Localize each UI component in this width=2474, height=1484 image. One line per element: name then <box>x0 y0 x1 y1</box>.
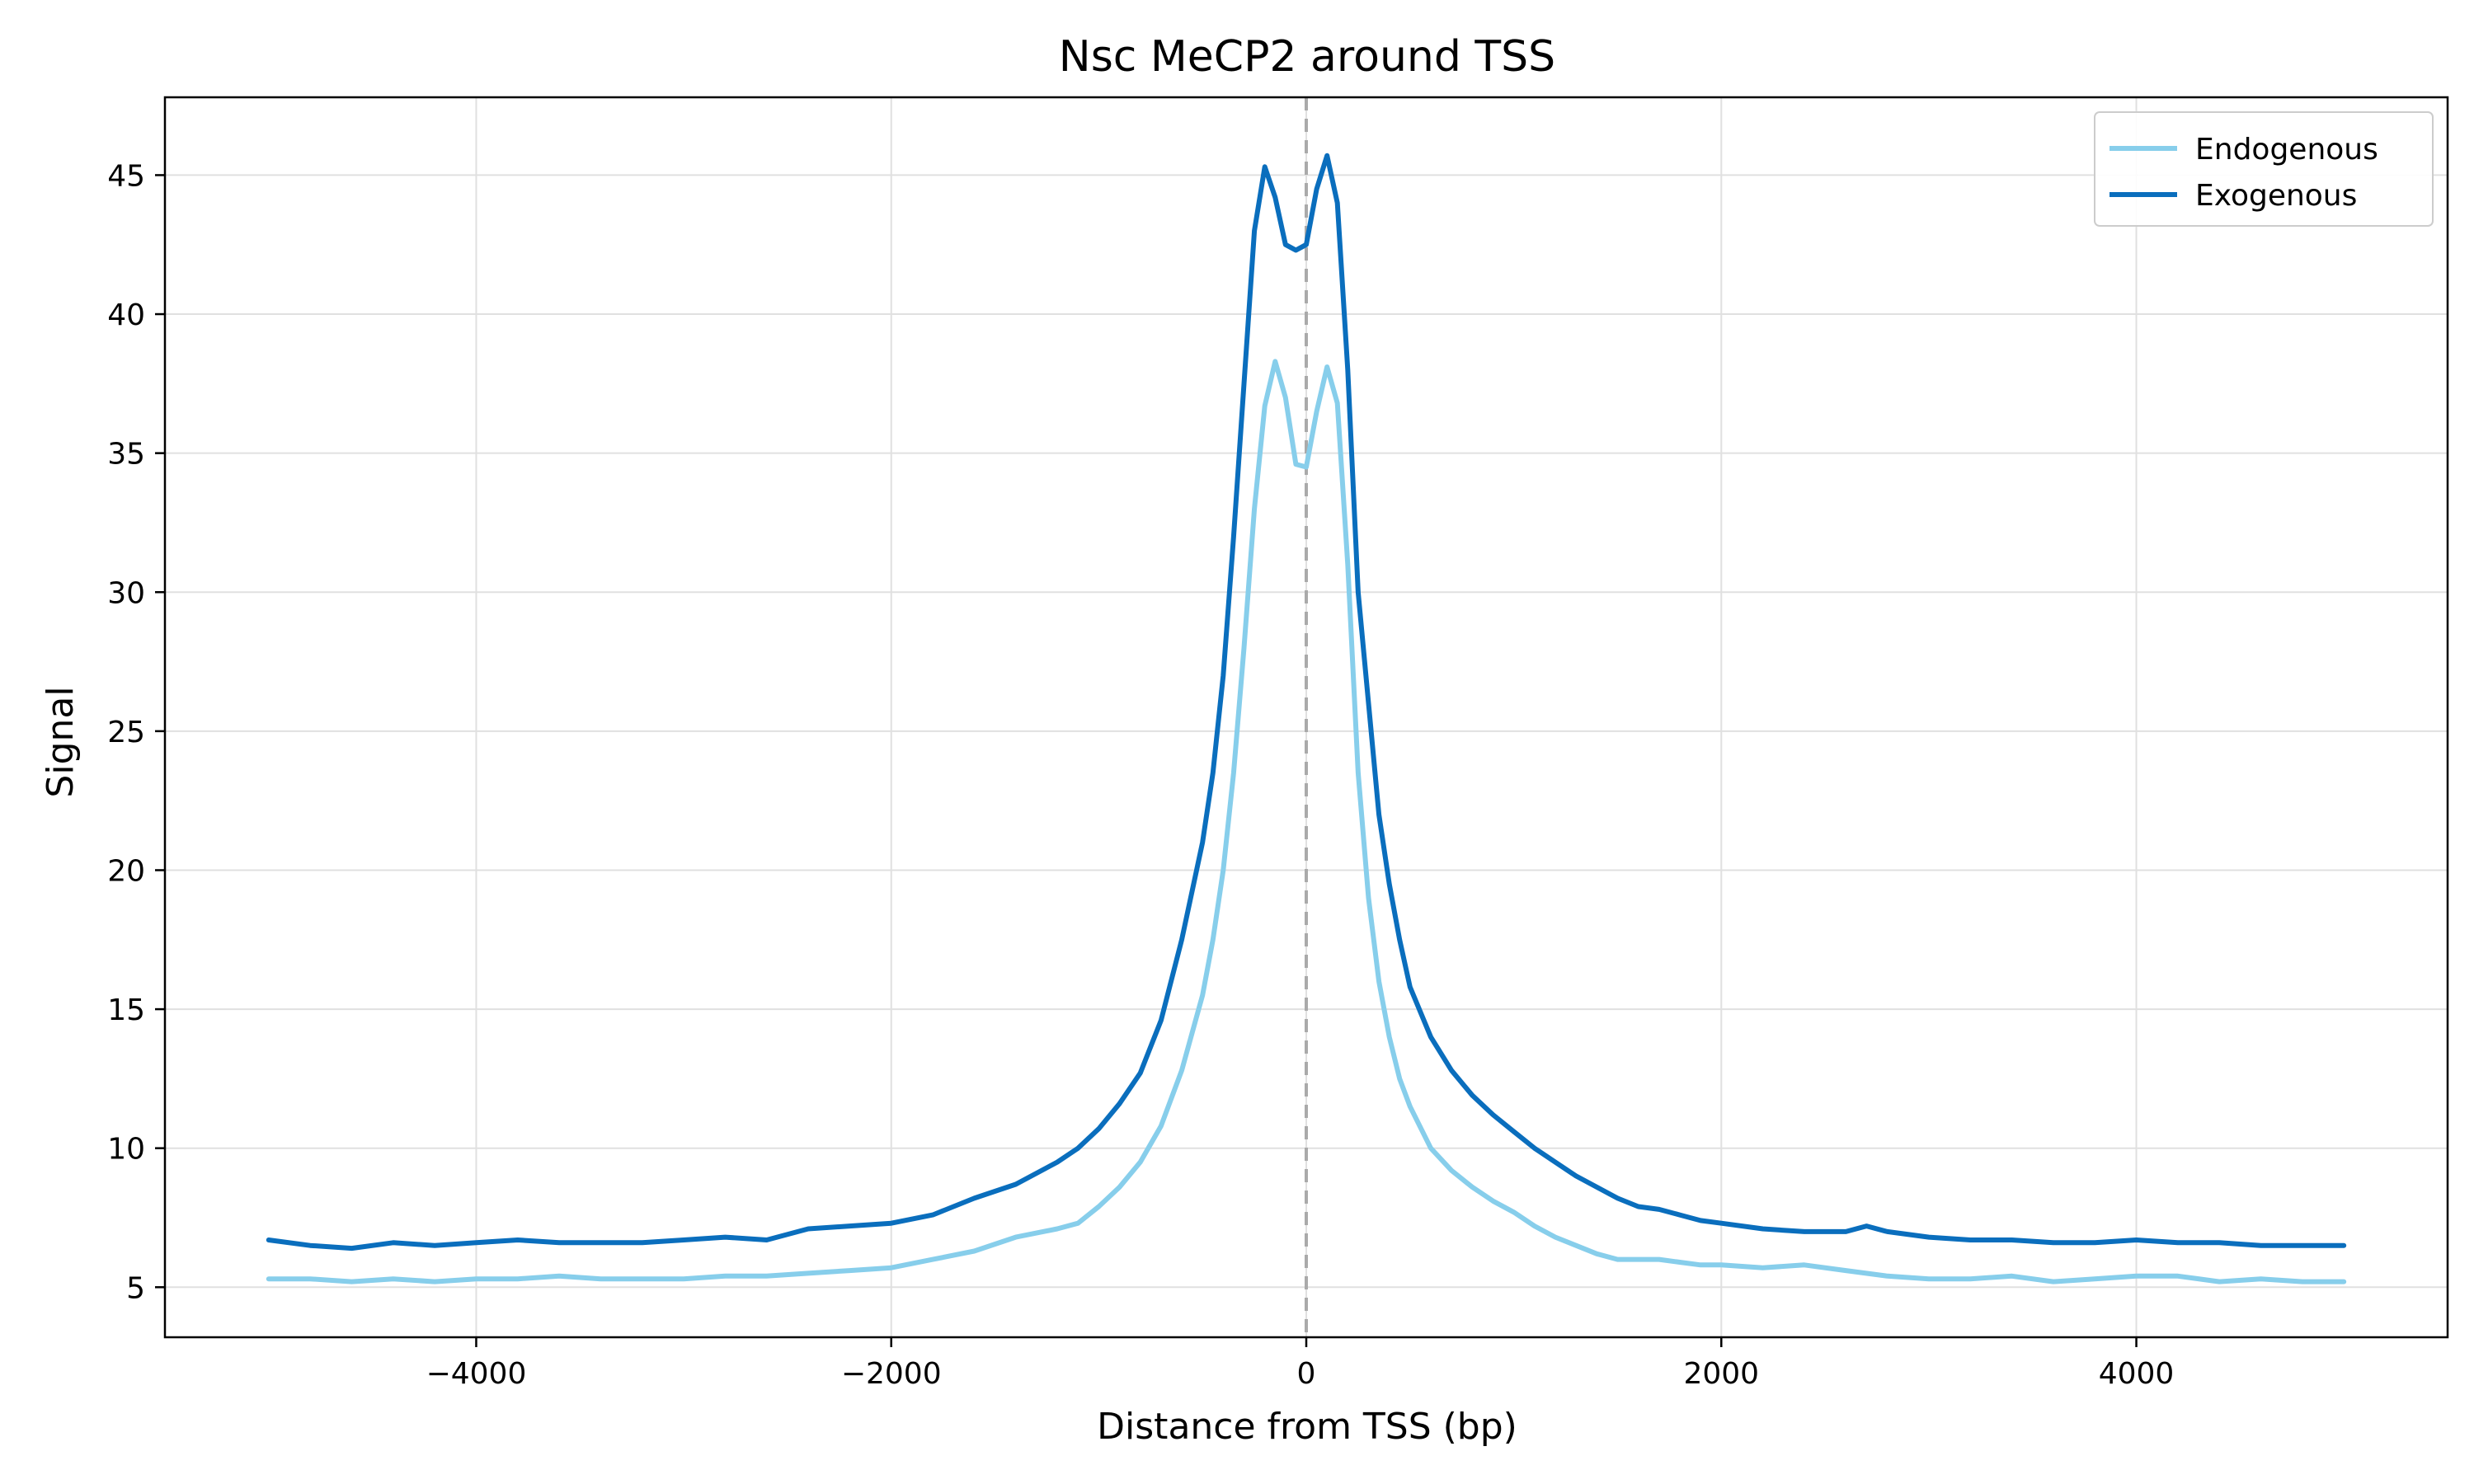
x-tick-label: −2000 <box>841 1357 942 1391</box>
y-tick-label: 20 <box>107 854 145 888</box>
y-tick-label: 35 <box>107 438 145 472</box>
legend-label: Endogenous <box>2195 133 2378 167</box>
y-axis-label: Signal <box>40 686 82 797</box>
series-layer <box>266 153 2347 1284</box>
x-axis-label: Distance from TSS (bp) <box>1097 1406 1517 1448</box>
legend: Endogenous Exogenous <box>2094 111 2434 227</box>
y-tick-label: 5 <box>126 1271 145 1305</box>
y-tick-label: 45 <box>107 159 145 193</box>
y-axis: 5 10 15 20 25 30 35 40 45 <box>107 159 165 1305</box>
legend-box <box>2094 111 2434 227</box>
series-line-endogenous <box>266 359 2347 1284</box>
y-tick-label: 25 <box>107 716 145 749</box>
legend-label: Exogenous <box>2195 179 2357 213</box>
y-tick-label: 10 <box>107 1133 145 1167</box>
chart-title: Nsc MeCP2 around TSS <box>1059 32 1555 82</box>
x-tick-label: 2000 <box>1683 1357 1759 1391</box>
y-tick-label: 15 <box>107 993 145 1027</box>
series-line-exogenous <box>266 153 2347 1252</box>
y-tick-label: 40 <box>107 298 145 332</box>
y-tick-label: 30 <box>107 576 145 610</box>
x-tick-label: 4000 <box>2099 1357 2175 1391</box>
x-tick-label: −4000 <box>426 1357 527 1391</box>
x-tick-label: 0 <box>1297 1357 1316 1391</box>
x-axis: −4000 −2000 0 2000 4000 <box>426 1337 2175 1391</box>
